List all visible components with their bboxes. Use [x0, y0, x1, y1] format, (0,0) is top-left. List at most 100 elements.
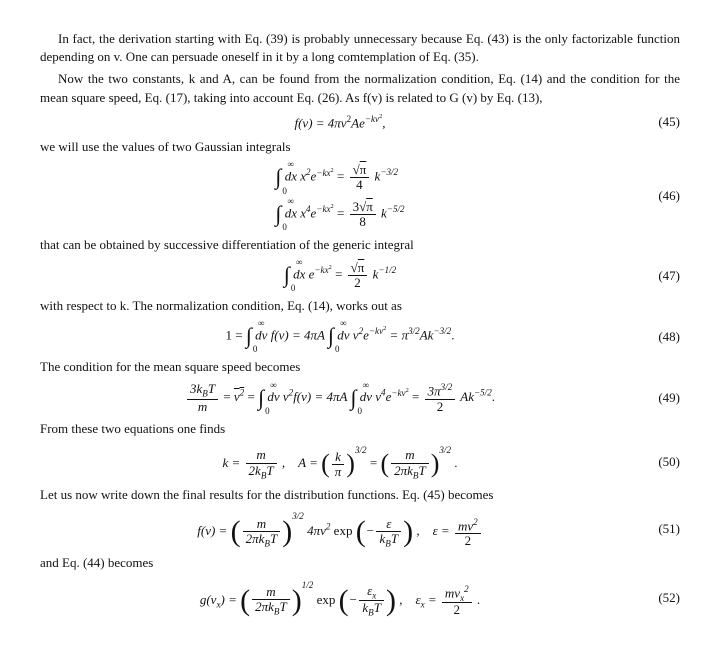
eq51-f1n: m [243, 517, 281, 532]
eq50-number: (50) [640, 453, 680, 471]
eq47-pre: dx e [293, 267, 314, 282]
eq50-kdenc: T [266, 463, 273, 478]
eq46-den2: 8 [350, 215, 376, 229]
paragraph-6: The condition for the mean square speed … [40, 358, 680, 376]
eq49-rnumexp: 3/2 [441, 382, 453, 392]
eq50-A: , A = [282, 455, 321, 470]
eq52-lhs: g(v [200, 592, 217, 607]
eq51-f1da: 2πk [246, 531, 265, 546]
eq48-piexp: 3/2 [408, 326, 420, 336]
paragraph-1: In fact, the derivation starting with Eq… [40, 30, 680, 66]
paragraph-3: we will use the values of two Gaussian i… [40, 138, 680, 156]
eq50-kdena: 2k [249, 463, 261, 478]
eq49-den: m [187, 400, 218, 414]
eq52-neg: − [349, 592, 358, 607]
eq51-number: (51) [640, 520, 680, 538]
eq51-kbtc: T [391, 531, 398, 546]
eq49-eq1: = [247, 389, 258, 404]
eq51-comma: , ε = [416, 523, 453, 538]
eq48-mid2: dv v [337, 328, 358, 343]
eq51-neg: − [366, 523, 375, 538]
eq47-kexp: −1/2 [378, 265, 396, 275]
eq52-lhs2: ) = [220, 592, 240, 607]
eq52-expword: exp [317, 592, 336, 607]
eq48-rhs2exp: −3/2 [433, 326, 451, 336]
eq46-l2-pre: dx x [285, 206, 306, 221]
eq49-mid3exp: −kv [391, 388, 405, 398]
equation-51: f(v) = (m2πkBT)3/2 4πv2 exp (−εkBT) , ε … [40, 510, 680, 548]
equation-49: 3kBTm = v2 = ∫∞0 dv v2f(v) = 4πA ∫∞0 dv … [40, 382, 680, 414]
eq46-l2-expb: −kx [316, 204, 330, 214]
eq49-eq0: = [223, 389, 234, 404]
paragraph-8: Let us now write down the final results … [40, 486, 680, 504]
eq46-sqrtpi-1: π [360, 162, 367, 177]
eq52-epsna: mv [445, 585, 460, 600]
equation-48: 1 = ∫∞0 dv f(v) = 4πA ∫∞0 dv v2e−kv2 = π… [40, 321, 680, 352]
eq48-mid1: dv f(v) = 4πA [255, 328, 325, 343]
paragraph-7: From these two equations one finds [40, 420, 680, 438]
eq46-number: (46) [640, 187, 680, 205]
eq50-in2da: 2πk [394, 463, 413, 478]
eq49-rnum: 3π [428, 384, 441, 399]
eq52-epsd: 2 [442, 603, 472, 617]
eq49-rden: 2 [425, 400, 456, 414]
eq47-sqrtpi: π [358, 260, 365, 275]
paragraph-4: that can be obtained by successive diffe… [40, 236, 680, 254]
eq49-number: (49) [640, 389, 680, 407]
eq52-epsnexp: 2 [464, 584, 469, 594]
eq46-sqrtpi-2: π [366, 199, 373, 214]
eq51-lhs: f(v) = [197, 523, 230, 538]
eq51-midsq: 2 [326, 522, 331, 532]
eq48-rhs: = π [390, 328, 409, 343]
eq52-f1n: m [252, 585, 290, 600]
equation-45: f(v) = 4πv2Ae−kv2, (45) [40, 113, 680, 133]
eq49-num: 3k [190, 381, 202, 396]
eq52-kbtc: T [374, 600, 381, 615]
eq48-lhs: 1 = [226, 328, 246, 343]
eq49-mid2b: f(v) = 4πA [293, 389, 347, 404]
eq47-number: (47) [640, 267, 680, 285]
eq50-in2n: m [391, 448, 429, 463]
eq46-eq1: = [337, 169, 348, 184]
eq51-eps: ε [376, 517, 401, 532]
eq45-A: Ae [351, 115, 365, 130]
eq51-epsnexp: 2 [473, 517, 478, 527]
eq46-l1-pre: dx x [285, 169, 306, 184]
eq48-mid2exp: −kv [369, 326, 383, 336]
eq52-exp: 1/2 [302, 580, 314, 590]
eq46-eq2: = [337, 206, 348, 221]
eq46-den1: 4 [350, 178, 370, 192]
eq51-f1dc: T [270, 531, 277, 546]
eq45-lhs: f(v) = 4πv [294, 115, 346, 130]
equation-46: ∫∞0 dx x2e−kx2 = √π4 k−3/2 ∫∞0 dx x4e−kx… [40, 162, 680, 230]
eq50-k: k = [223, 455, 244, 470]
eq45-number: (45) [640, 113, 680, 131]
paragraph-5: with respect to k. The normalization con… [40, 297, 680, 315]
eq52-comma2: = [425, 592, 440, 607]
eq52-comma: , ε [399, 592, 420, 607]
eq51-epsna: mv [458, 518, 473, 533]
eq51-mid: 4πv [307, 523, 326, 538]
eq49-Akexp: −5/2 [474, 388, 492, 398]
eq48-number: (48) [640, 328, 680, 346]
eq51-epsd: 2 [455, 534, 481, 548]
eq49-Ak: Ak [460, 389, 474, 404]
eq46-k2exp: −5/2 [387, 204, 405, 214]
eq51-exp: 3/2 [292, 511, 304, 521]
eq48-rhs2: Ak [420, 328, 434, 343]
eq52-end: . [477, 592, 480, 607]
eq50-end: . [454, 455, 457, 470]
eq51-expword: exp [334, 523, 353, 538]
eq49-mid3: dv v [360, 389, 381, 404]
eq50-in2dc: T [418, 463, 425, 478]
eq50-in1n: k [332, 450, 345, 465]
equation-47: ∫∞0 dx e−kx2 = √π2 k−1/2 (47) [40, 260, 680, 291]
eq46-l1-expb: −kx [316, 168, 330, 178]
eq50-exp1: 3/2 [355, 445, 367, 455]
eq50-knum: m [246, 448, 277, 463]
eq49-mid2: dv v [267, 389, 288, 404]
paragraph-9: and Eq. (44) becomes [40, 554, 680, 572]
eq47-den: 2 [348, 276, 368, 290]
eq52-epssub: x [372, 590, 376, 600]
eq50-eq2: = [370, 455, 381, 470]
